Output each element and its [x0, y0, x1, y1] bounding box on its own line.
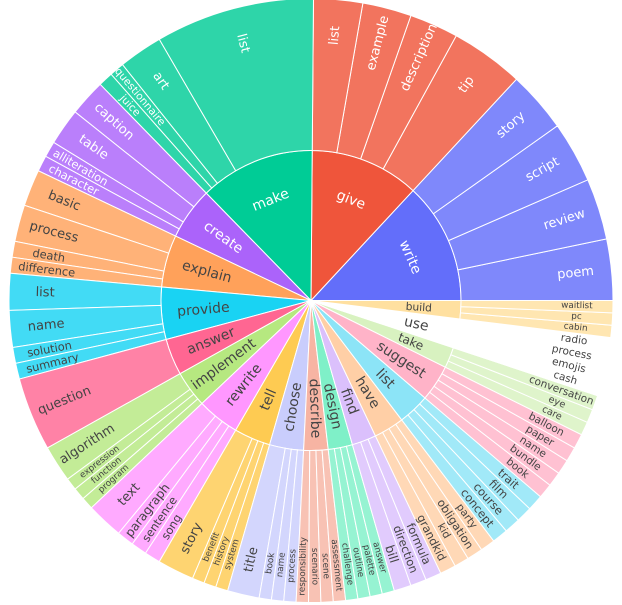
verb-label-use: use [402, 314, 430, 335]
noun-label-choose-name: name [275, 552, 288, 578]
noun-label-write-poem: poem [556, 264, 594, 283]
noun-label-choose-book: book [264, 551, 277, 575]
noun-label-explain-difference: difference [18, 259, 76, 280]
verb-label-tell: tell [257, 387, 280, 413]
noun-slice-build-waitlist[interactable] [460, 300, 614, 314]
noun-label-explain-death: death [31, 246, 66, 265]
noun-label-build-waitlist: waitlist [561, 301, 593, 312]
noun-label-provide-list: list [35, 285, 55, 301]
noun-label-describe-responsibility: responsibility [297, 537, 309, 596]
verb-label-provide: provide [177, 300, 231, 320]
noun-label-choose-process: process [286, 548, 298, 583]
noun-label-make-list: list [233, 32, 252, 54]
noun-label-give-list: list [327, 25, 344, 45]
verb-label-build: build [405, 300, 432, 315]
noun-label-choose-title: title [241, 546, 261, 574]
noun-label-describe-scene: scene [320, 553, 331, 579]
noun-label-describe-scenario: scenario [309, 548, 319, 585]
noun-label-build-pc: pc [571, 312, 582, 323]
noun-label-build-cabin: cabin [563, 322, 588, 334]
noun-label-use-radio: radio [560, 332, 588, 348]
noun-label-find-bill: bill [382, 543, 401, 564]
noun-label-provide-name: name [27, 316, 65, 334]
verb-label-describe: describe [306, 378, 324, 438]
